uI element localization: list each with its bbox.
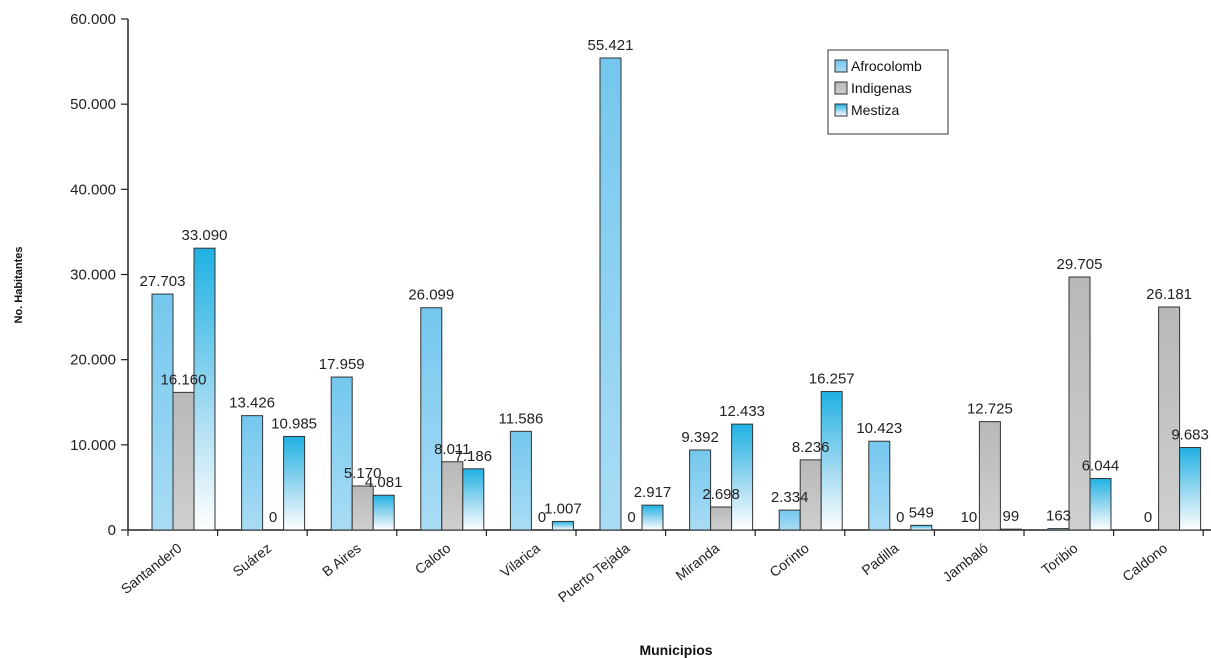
- data-label: 8.236: [792, 439, 830, 456]
- bar-afrocolomb: [330, 376, 353, 531]
- y-tick-label: 20.000: [70, 352, 116, 369]
- data-label: 4.081: [365, 474, 403, 491]
- data-label: 11.586: [499, 410, 544, 427]
- y-tick-label: 10.000: [70, 437, 116, 454]
- data-label: 0: [627, 509, 635, 526]
- x-tick-label: B Aires: [319, 540, 364, 580]
- data-label: 16.257: [809, 371, 855, 388]
- y-tick-label: 50.000: [70, 96, 116, 113]
- bar-afrocolomb: [420, 307, 443, 531]
- bar-afrocolomb: [599, 57, 622, 531]
- bar-afrocolomb: [1047, 528, 1070, 531]
- bar-indigenas: [710, 506, 733, 531]
- data-label: 2.334: [771, 489, 809, 506]
- x-tick-label: Santander0: [118, 540, 185, 597]
- x-tick-label: Padilla: [858, 540, 901, 579]
- x-tick-label: Vilarica: [497, 540, 543, 581]
- y-tick-label: 0: [108, 522, 116, 539]
- bar-indigenas: [351, 485, 374, 531]
- x-tick-label: Toribio: [1038, 540, 1081, 578]
- data-label: 26.181: [1146, 286, 1192, 303]
- bar-afrocolomb: [778, 509, 801, 531]
- legend-label: Mestiza: [851, 102, 899, 118]
- y-tick-label: 30.000: [70, 267, 116, 284]
- x-tick-label: Suárez: [229, 540, 274, 580]
- x-axis: Santander0 Suárez B Aires Caloto Vilarica Pue…: [118, 529, 1211, 606]
- data-label: 9.683: [1171, 427, 1209, 444]
- y-axis-title: No. Habitantes: [13, 246, 25, 323]
- data-label: 1.007: [544, 500, 582, 517]
- data-label: 33.090: [182, 227, 228, 244]
- legend-swatch-indigenas: [834, 81, 848, 95]
- bars: [151, 57, 1202, 531]
- data-label: 10: [961, 509, 978, 526]
- data-label: 2.917: [634, 484, 672, 501]
- data-label: 17.959: [319, 356, 365, 373]
- bar-afrocolomb: [241, 415, 264, 531]
- bar-mestiza: [1179, 447, 1202, 531]
- y-axis: 0 10.000 20.000 30.000 40.000 50.000 60.000: [70, 11, 129, 539]
- data-label: 0: [896, 509, 904, 526]
- bar-mestiza: [641, 504, 664, 531]
- bar-mestiza: [283, 435, 306, 531]
- bar-afrocolomb: [509, 430, 532, 531]
- data-label: 0: [538, 509, 546, 526]
- data-label: 26.099: [408, 287, 454, 304]
- data-label: 55.421: [588, 37, 634, 54]
- data-label: 10.423: [856, 420, 902, 437]
- bar-afrocolomb: [689, 449, 712, 531]
- legend: Afrocolomb Indigenas Mestiza: [827, 49, 949, 135]
- bar-mestiza: [820, 391, 843, 531]
- data-label: 0: [1144, 509, 1152, 526]
- x-tick-label: Puerto Tejada: [555, 540, 633, 606]
- bar-mestiza: [910, 524, 933, 531]
- bar-indigenas: [441, 461, 464, 531]
- x-tick-label: Miranda: [673, 540, 723, 584]
- bar-indigenas: [172, 391, 195, 531]
- x-tick-label: Jambaló: [939, 540, 991, 585]
- bar-mestiza: [193, 247, 216, 531]
- y-tick-label: 60.000: [70, 11, 116, 28]
- data-labels: 27.703 13.426 17.959 26.099 11.586 55.421 9.39…: [140, 37, 1209, 526]
- legend-label: Afrocolomb: [851, 58, 922, 74]
- data-label: 12.725: [967, 401, 1013, 418]
- legend-swatch-afrocolomb: [834, 59, 848, 73]
- bar-mestiza: [1089, 478, 1112, 531]
- data-label: 16.160: [161, 371, 207, 388]
- legend-swatch-mestiza: [834, 103, 848, 117]
- data-label: 13.426: [229, 395, 275, 412]
- bar-afrocolomb: [868, 440, 891, 531]
- data-label: 10.985: [271, 415, 317, 432]
- bar-indigenas: [1158, 306, 1181, 531]
- data-label: 12.433: [719, 403, 765, 420]
- data-label: 163: [1046, 508, 1071, 525]
- data-label: 8.011: [434, 441, 470, 458]
- bar-mestiza: [731, 423, 754, 531]
- bar-mestiza: [462, 468, 485, 531]
- data-label: 29.705: [1057, 256, 1103, 273]
- bar-mestiza: [372, 494, 395, 531]
- bar-indigenas: [978, 421, 1001, 531]
- legend-frame: [827, 49, 949, 135]
- data-label: 99: [1003, 508, 1020, 525]
- data-label: 5.170: [344, 465, 382, 482]
- x-tick-label: Caloto: [412, 540, 454, 578]
- data-label: 6.044: [1082, 458, 1120, 475]
- y-tick-label: 40.000: [70, 181, 116, 198]
- x-axis-title: Municipios: [639, 642, 712, 658]
- bar-afrocolomb: [151, 293, 174, 531]
- legend-label: Indigenas: [851, 80, 912, 96]
- bar-indigenas: [1068, 276, 1091, 531]
- data-label: 7.186: [455, 448, 493, 465]
- bar-mestiza: [551, 520, 574, 531]
- bar-mestiza: [999, 528, 1022, 531]
- data-label: 27.703: [140, 273, 186, 290]
- x-tick-label: Corinto: [766, 540, 812, 581]
- data-label: 549: [909, 504, 934, 521]
- data-label: 2.698: [702, 486, 740, 503]
- data-label: 9.392: [681, 429, 719, 446]
- x-tick-label: Caldono: [1119, 540, 1170, 585]
- data-label: 0: [269, 509, 277, 526]
